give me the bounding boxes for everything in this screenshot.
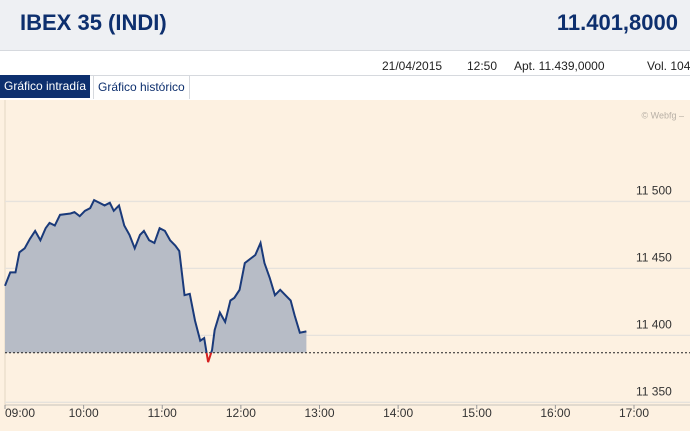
x-tick-label: 13:00 (304, 406, 334, 420)
header: IBEX 35 (INDI) 11.401,8000 (0, 0, 690, 51)
apt: Apt. 11.439,0000 (514, 59, 605, 73)
date: 21/04/2015 (382, 59, 443, 73)
x-tick-label: 12:00 (226, 406, 256, 420)
y-tick-label: 11 500 (636, 184, 672, 198)
index-title: IBEX 35 (INDI) (20, 10, 167, 35)
y-tick-label: 11 350 (636, 384, 672, 398)
y-tick-label: 11 450 (636, 251, 672, 265)
watermark: © Webfg – (642, 110, 685, 120)
vol: Vol. 104 (647, 59, 690, 73)
price-line (4, 198, 307, 353)
x-tick-label: 15:00 (462, 406, 492, 420)
x-tick-label: 09:00 (5, 406, 35, 420)
x-tick-label: 14:00 (383, 406, 413, 420)
y-tick-label: 11 400 (636, 318, 672, 332)
x-tick-label: 10:00 (69, 406, 99, 420)
time: 12:50 (467, 59, 498, 73)
tab[interactable]: Gráfico histórico (93, 75, 190, 99)
area (5, 200, 307, 353)
tabs: Gráfico intradía Gráfico histórico (0, 75, 690, 99)
tab[interactable]: Gráfico intradía (0, 75, 91, 98)
x-tick-label: 11:00 (148, 406, 177, 420)
price: 11.401,8000 (556, 10, 678, 35)
x-tick-label: 17:00 (619, 406, 649, 420)
info-row: 21/04/2015 12:50 Apt. 11.439,0000 Vol. 1… (0, 56, 690, 76)
x-tick-label: 16:00 (540, 406, 570, 420)
